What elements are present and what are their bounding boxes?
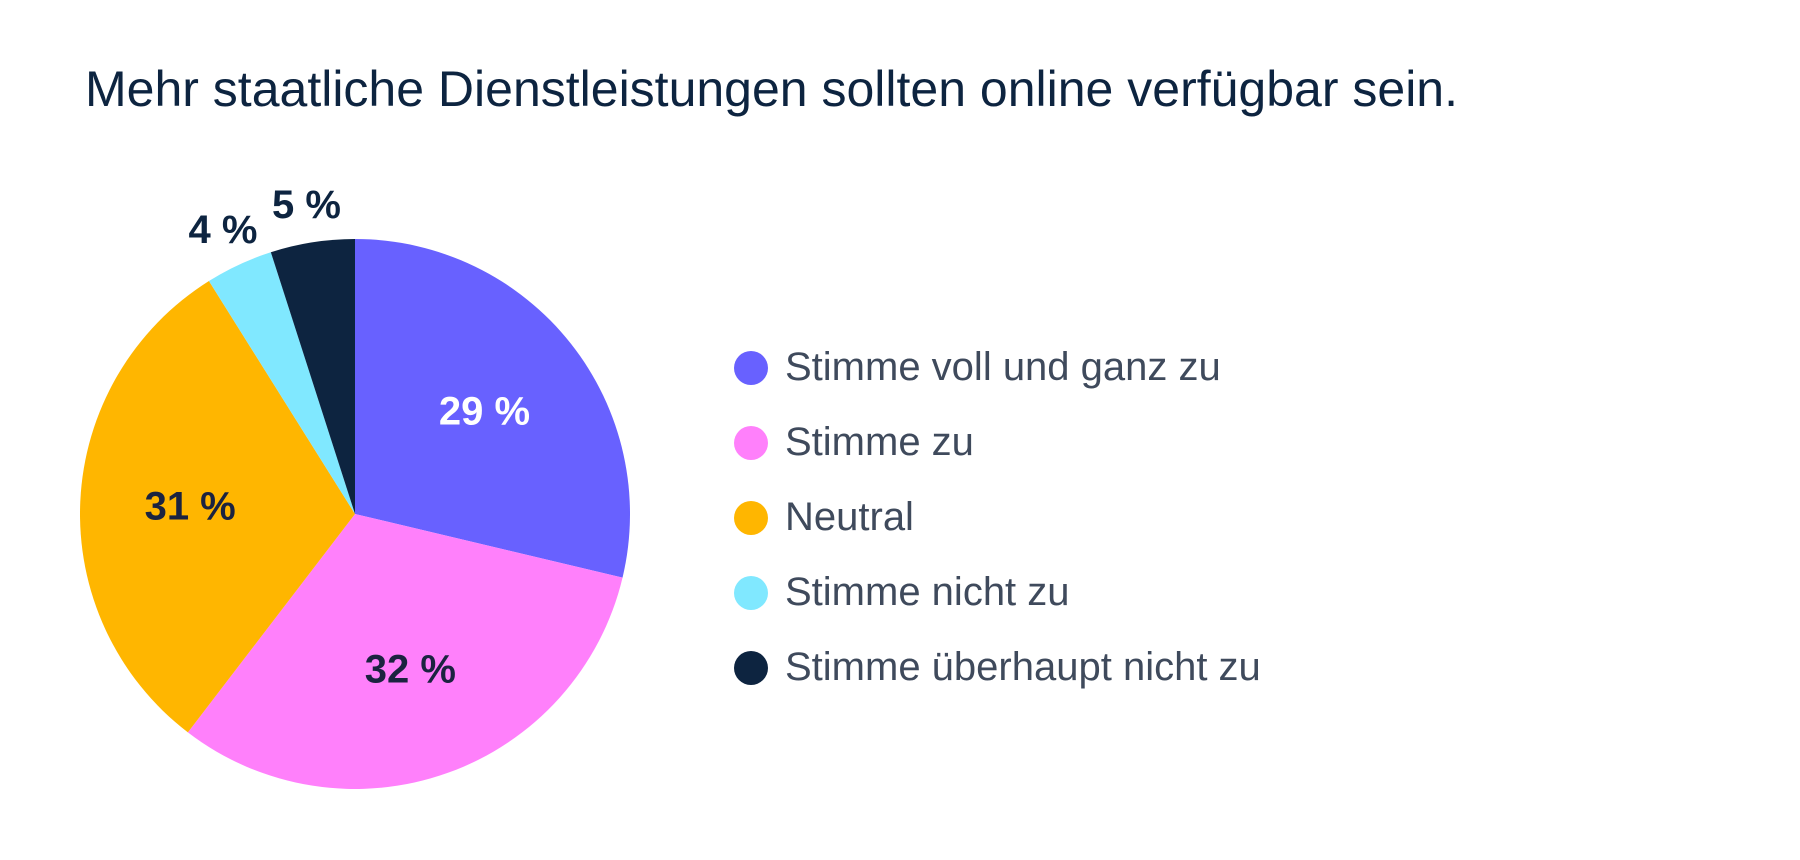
legend-swatch [734,575,768,610]
legend-swatch [734,350,768,385]
data-label-stimme-ueberhaupt-nicht-zu: 5 % [272,183,341,227]
pie-labels: 29 % 32 % 31 % 4 % 5 % [145,183,530,692]
legend: Stimme voll und ganz zu Stimme zu Neutral S… [734,330,1261,705]
pie-slice-stimme-ueberhaupt-nicht-zu [270,239,355,514]
pie-slice-stimme-zu [187,514,623,789]
pie-slice-stimme-nicht-zu [208,252,355,514]
legend-swatch [734,650,768,685]
legend-label: Stimme nicht zu [785,570,1070,614]
legend-item-stimme-ueberhaupt-nicht-zu: Stimme überhaupt nicht zu [734,630,1261,705]
legend-label: Stimme überhaupt nicht zu [785,645,1261,689]
data-label-stimme-zu: 32 % [365,647,456,691]
legend-item-stimme-voll-und-ganz-zu: Stimme voll und ganz zu [734,330,1261,405]
pie-slice-stimme-voll-und-ganz-zu [355,239,631,578]
legend-label: Neutral [785,495,914,539]
pie-slices [80,239,631,789]
data-label-stimme-voll-und-ganz-zu: 29 % [439,390,530,434]
legend-label: Stimme voll und ganz zu [785,345,1221,389]
chart-title: Mehr staatliche Dienstleistungen sollten… [85,61,1458,117]
legend-label: Stimme zu [785,420,974,464]
legend-item-neutral: Neutral [734,480,1261,555]
legend-item-stimme-zu: Stimme zu [734,405,1261,480]
data-label-stimme-nicht-zu: 4 % [188,208,257,252]
legend-swatch [734,425,768,460]
legend-item-stimme-nicht-zu: Stimme nicht zu [734,555,1261,630]
legend-swatch [734,500,768,535]
data-label-neutral: 31 % [145,484,236,528]
pie-slice-neutral [80,280,356,733]
